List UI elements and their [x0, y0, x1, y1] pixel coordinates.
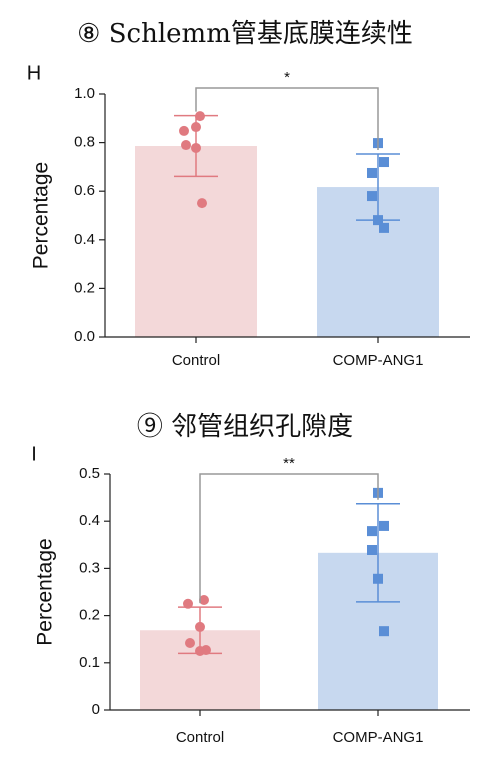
data-point: [195, 621, 205, 632]
chart-title: ⑨ 邻管组织孔隙度: [137, 412, 353, 442]
y-axis-label: Percentage: [34, 538, 57, 645]
y-tick-label: 0.2: [74, 279, 95, 296]
y-tick-label: 0.4: [79, 512, 100, 529]
bar: [135, 146, 257, 337]
data-point: [367, 544, 377, 555]
x-tick-label: Control: [172, 352, 220, 369]
data-point: [197, 198, 207, 209]
significance-label: **: [283, 455, 295, 472]
significance-bracket: [195, 87, 379, 151]
data-point: [199, 595, 209, 606]
data-point: [379, 157, 389, 168]
data-point: [379, 626, 389, 637]
data-point: [373, 215, 383, 226]
data-point: [185, 637, 195, 648]
data-point: [179, 125, 189, 136]
data-point: [367, 167, 377, 178]
y-tick-label: 0.4: [74, 231, 95, 248]
data-point: [183, 598, 193, 609]
panel-label: I: [31, 443, 37, 465]
x-tick-label: COMP-ANG1: [333, 729, 424, 746]
data-point: [373, 573, 383, 584]
y-tick-label: 0.8: [74, 134, 95, 151]
data-point: [191, 142, 201, 153]
y-tick-label: 0.6: [74, 182, 95, 199]
data-point: [379, 222, 389, 233]
significance-bracket: [199, 473, 379, 604]
data-point: [367, 526, 377, 537]
x-tick-label: Control: [176, 729, 224, 746]
data-point: [201, 645, 211, 656]
y-tick-label: 0: [92, 701, 100, 718]
significance-label: *: [284, 69, 290, 86]
y-tick-label: 0.0: [74, 328, 95, 345]
y-tick-label: 1.0: [74, 85, 95, 102]
data-point: [191, 122, 201, 133]
chart-title: ⑧ Schlemm管基底膜连续性: [77, 19, 413, 49]
y-tick-label: 0.1: [79, 654, 100, 671]
data-point: [181, 140, 191, 151]
y-tick-label: 0.5: [79, 465, 100, 482]
data-point: [195, 111, 205, 122]
x-tick-label: COMP-ANG1: [333, 352, 424, 369]
y-tick-label: 0.2: [79, 607, 100, 624]
data-point: [379, 520, 389, 531]
panel-label: H: [27, 62, 41, 84]
y-tick-label: 0.3: [79, 559, 100, 576]
y-axis-label: Percentage: [30, 162, 53, 269]
data-point: [367, 191, 377, 202]
